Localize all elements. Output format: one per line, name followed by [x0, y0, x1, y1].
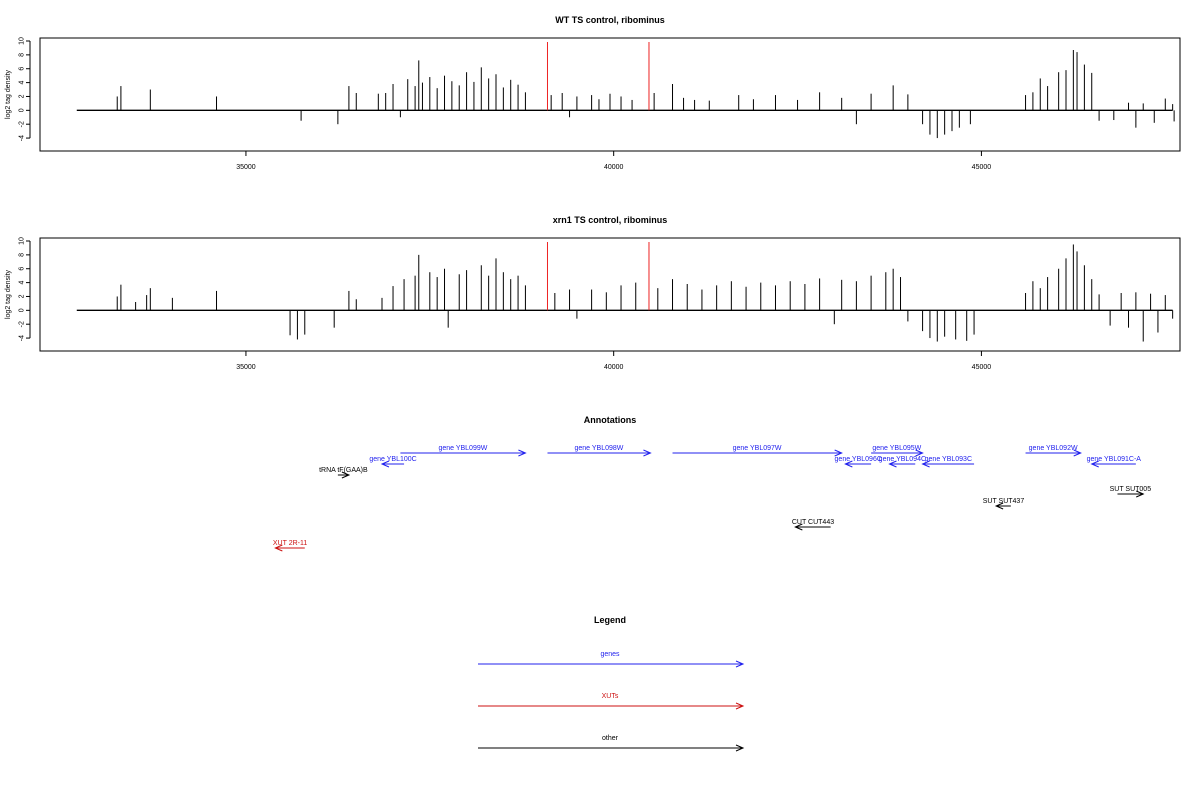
x-tick-label: 40000	[604, 164, 624, 171]
legend-label: genes	[600, 651, 620, 658]
annotation-arrow-head	[994, 502, 1004, 510]
y-tick-label: -4	[19, 335, 26, 341]
x-tick-label: 45000	[972, 364, 992, 371]
annotation-arrow-head	[921, 460, 930, 468]
chart-title: WT TS control, ribominus	[555, 15, 665, 25]
y-tick-label: 0	[19, 108, 26, 112]
x-tick-label: 45000	[972, 164, 992, 171]
annotation-arrow-head	[518, 449, 527, 457]
annotation-arrow-head	[643, 449, 652, 457]
y-tick-label: 10	[19, 237, 26, 245]
annotation-label: CUT CUT443	[792, 519, 834, 526]
y-tick-label: 2	[19, 94, 26, 98]
y-axis-label: log2 tag density	[5, 69, 12, 119]
y-axis-label: log2 tag density	[5, 269, 12, 319]
annotation-label: gene YBL091C-A	[1087, 456, 1142, 463]
x-tick-label: 35000	[236, 164, 256, 171]
annotation-arrow-head	[834, 449, 843, 457]
annotation-arrow-head	[915, 449, 924, 457]
legend-panel: Legend genes XUTs other	[478, 615, 745, 752]
annotation-label: gene YBL098W	[575, 445, 624, 452]
annotation-arrow-head	[1090, 460, 1099, 468]
annotation-arrow-head	[794, 523, 803, 531]
annotation-arrow-head	[341, 471, 351, 479]
y-tick-label: 4	[19, 281, 26, 285]
y-tick-label: -2	[19, 121, 26, 127]
chart-title: xrn1 TS control, ribominus	[553, 215, 668, 225]
y-tick-label: 8	[19, 253, 26, 257]
xrn1-density-panel: xrn1 TS control, ribominus log2 tag densi…	[5, 215, 1181, 371]
annotation-label: SUT SUT005	[1110, 486, 1152, 493]
annotation-arrow-head	[274, 544, 283, 552]
y-tick-label: 8	[19, 53, 26, 57]
legend-arrow-head	[735, 702, 745, 710]
annotation-label: gene YBL092W	[1029, 445, 1078, 452]
annotations-panel: Annotations gene YBL099W gene YBL098W gene…	[273, 415, 1152, 552]
annotation-label: gene YBL093C	[925, 456, 972, 463]
y-tick-label: 10	[19, 37, 26, 45]
annotation-label: gene YBL096C	[835, 456, 882, 463]
annotations-title: Annotations	[584, 415, 637, 425]
legend-title: Legend	[594, 615, 626, 625]
y-tick-label: 4	[19, 81, 26, 85]
annotation-arrow-head	[1073, 449, 1082, 457]
annotation-label: gene YBL099W	[438, 445, 487, 452]
legend-arrow-head	[735, 660, 745, 668]
x-tick-label: 40000	[604, 364, 624, 371]
legend-label: XUTs	[602, 693, 619, 700]
legend-arrow-head	[735, 744, 745, 752]
annotation-arrow-head	[1136, 490, 1145, 498]
annotation-label: gene YBL100C	[369, 456, 416, 463]
annotation-label: gene YBL097W	[733, 445, 782, 452]
annotation-arrow-head	[888, 460, 897, 468]
annotation-label: gene YBL094C	[879, 456, 926, 463]
legend-label: other	[602, 735, 619, 742]
y-tick-label: 6	[19, 267, 26, 271]
y-tick-label: 0	[19, 308, 26, 312]
x-tick-label: 35000	[236, 364, 256, 371]
y-tick-label: -4	[19, 135, 26, 141]
annotation-arrow-head	[844, 460, 853, 468]
y-tick-label: 6	[19, 67, 26, 71]
annotation-label: tRNA tF(GAA)B	[319, 467, 368, 474]
annotation-label: SUT SUT437	[983, 498, 1025, 505]
y-tick-label: -2	[19, 321, 26, 327]
y-tick-label: 2	[19, 294, 26, 298]
annotation-label: gene YBL095W	[872, 445, 921, 452]
wt-density-panel: WT TS control, ribominus log2 tag density…	[5, 15, 1181, 171]
annotation-label: XUT 2R-11	[273, 540, 307, 547]
plot-frame	[39, 237, 1181, 352]
annotation-arrow-head	[380, 460, 390, 468]
